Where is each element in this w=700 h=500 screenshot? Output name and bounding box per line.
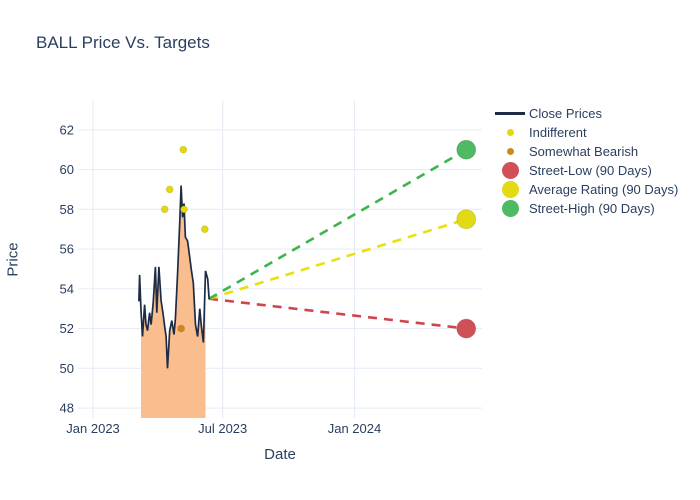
x-tick-label: Jan 2024 <box>328 421 382 436</box>
x-axis-title: Date <box>264 446 296 463</box>
legend-label: Somewhat Bearish <box>529 144 639 159</box>
indifferent-point[interactable] <box>160 205 169 214</box>
legend-item-average-rating-90-days[interactable]: Average Rating (90 Days) <box>494 180 678 199</box>
legend-item-indifferent[interactable]: Indifferent <box>494 123 678 142</box>
x-tick-label: Jul 2023 <box>198 421 247 436</box>
legend-item-street-low-90-days[interactable]: Street-Low (90 Days) <box>494 161 678 180</box>
street-high-90-days-swatch-icon <box>494 200 526 217</box>
legend-item-somewhat-bearish[interactable]: Somewhat Bearish <box>494 142 678 161</box>
y-tick-label: 60 <box>60 162 74 177</box>
target-line-street-low-90-days <box>208 297 467 330</box>
somewhat-bearish-swatch-shape <box>506 148 514 155</box>
close-prices-swatch-icon <box>494 112 526 115</box>
y-axis-title: Price <box>4 242 22 277</box>
street-low-90-days-swatch-icon <box>494 162 526 179</box>
legend-label: Street-High (90 Days) <box>529 201 655 216</box>
y-tick-label: 62 <box>60 122 74 137</box>
y-tick-label: 56 <box>60 242 74 257</box>
x-tick-label: Jan 2023 <box>66 421 120 436</box>
legend: Close Prices Indifferent Somewhat Bearish S… <box>494 104 678 218</box>
street-high-90-days-marker[interactable] <box>456 139 477 160</box>
legend-item-street-high-90-days[interactable]: Street-High (90 Days) <box>494 199 678 218</box>
street-high-90-days-swatch-shape <box>501 200 519 217</box>
street-low-90-days-marker[interactable] <box>456 318 477 339</box>
y-tick-label: 52 <box>60 321 74 336</box>
target-line-average-rating-90-days <box>208 218 467 300</box>
somewhat-bearish-swatch-icon <box>494 148 526 155</box>
legend-item-close-prices[interactable]: Close Prices <box>494 104 678 123</box>
street-low-90-days-swatch-shape <box>501 162 519 179</box>
y-tick-label: 54 <box>60 281 74 296</box>
legend-label: Street-Low (90 Days) <box>529 163 652 178</box>
close-price-area <box>141 185 206 418</box>
indifferent-swatch-shape <box>506 129 514 136</box>
somewhat-bearish-point[interactable] <box>177 324 186 333</box>
indifferent-point[interactable] <box>179 145 188 154</box>
target-line-street-high-90-days <box>208 148 467 300</box>
legend-label: Average Rating (90 Days) <box>529 182 679 197</box>
legend-label: Close Prices <box>529 106 602 121</box>
y-tick-label: 48 <box>60 401 74 416</box>
close-price-line[interactable] <box>138 185 210 369</box>
y-tick-label: 50 <box>60 361 74 376</box>
average-rating-90-days-swatch-shape <box>501 181 519 198</box>
average-rating-90-days-marker[interactable] <box>456 209 477 230</box>
y-tick-label: 58 <box>60 202 74 217</box>
chart-title: BALL Price Vs. Targets <box>36 33 210 52</box>
indifferent-point[interactable] <box>180 205 188 214</box>
average-rating-90-days-swatch-icon <box>494 181 526 198</box>
indifferent-point[interactable] <box>200 225 209 234</box>
indifferent-point[interactable] <box>165 185 174 194</box>
legend-label: Indifferent <box>529 125 587 140</box>
indifferent-swatch-icon <box>494 129 526 136</box>
close-prices-swatch-shape <box>495 112 525 115</box>
